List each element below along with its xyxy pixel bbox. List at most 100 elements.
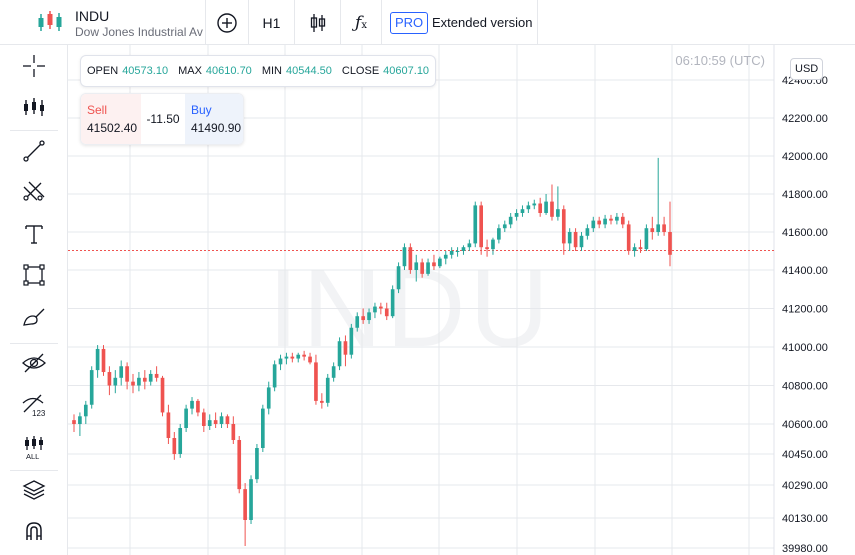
- candle-body: [314, 362, 318, 401]
- price-axis-label: 40290.00: [782, 480, 828, 492]
- hide-all-icon: ALL: [25, 436, 43, 460]
- candle-body: [520, 209, 525, 213]
- toolbar-divider: [340, 0, 341, 45]
- sell-button[interactable]: Sell 41502.40: [81, 94, 141, 144]
- price-chart[interactable]: 42400.0042200.0042000.0041800.0041600.00…: [68, 45, 855, 555]
- candle-body: [514, 213, 519, 217]
- candle-body: [219, 416, 224, 424]
- candle-body: [101, 348, 106, 373]
- buy-price: 41490.90: [191, 121, 242, 135]
- toolbar-divider: [10, 130, 58, 131]
- open-label: OPEN: [87, 65, 119, 77]
- candle-body: [615, 216, 619, 221]
- function-icon: ƒx: [355, 12, 367, 33]
- candle-body: [142, 377, 147, 382]
- candle-body: [426, 262, 430, 274]
- max-label: MAX: [178, 65, 202, 77]
- candle-body: [83, 404, 88, 417]
- candle-body: [272, 364, 277, 388]
- add-symbol-button[interactable]: [206, 0, 248, 45]
- currency-button[interactable]: USD: [790, 58, 824, 80]
- price-axis-label: 40450.00: [782, 449, 828, 461]
- min-value: 40544.50: [285, 65, 332, 77]
- candle-body: [579, 235, 584, 248]
- hide-drawings-icon: [22, 353, 46, 373]
- candle-body: [331, 366, 336, 378]
- buy-button[interactable]: Buy 41490.90: [185, 94, 243, 144]
- candle-body: [78, 416, 82, 424]
- toolbar-divider: [294, 0, 295, 45]
- candle-body: [390, 289, 395, 317]
- candle-body: [532, 203, 537, 206]
- plus-circle-icon: [217, 12, 237, 33]
- trade-panel: Sell 41502.40 -11.50 Buy 41490.90: [80, 93, 244, 145]
- rectangle-tool[interactable]: [0, 256, 68, 294]
- candle-body: [485, 247, 489, 250]
- timeframe-button[interactable]: H1: [262, 14, 281, 31]
- candle-body: [349, 327, 354, 355]
- candle-body: [626, 224, 631, 251]
- candle-body: [125, 366, 129, 382]
- candle-body: [290, 356, 295, 359]
- candle-body: [556, 209, 560, 217]
- candle-body: [361, 316, 365, 321]
- price-axis-label: 40800.00: [782, 381, 828, 393]
- candle-body: [473, 205, 478, 244]
- crosshair-tool[interactable]: [0, 47, 68, 85]
- pro-badge[interactable]: PRO: [390, 12, 429, 34]
- close-value: 40607.10: [383, 65, 430, 77]
- layers-tool[interactable]: [0, 471, 68, 509]
- candle-body: [508, 216, 513, 225]
- chart-area[interactable]: INDU 42400.00 42200.00 42000.00 41800.00 416…: [68, 45, 855, 555]
- candle-body: [72, 420, 76, 424]
- candle-body: [662, 224, 666, 232]
- trend-line-tool[interactable]: [0, 132, 68, 170]
- hide-all-tool[interactable]: ALL: [0, 428, 68, 466]
- brush-tool[interactable]: [0, 298, 68, 336]
- chart-type-button[interactable]: [295, 0, 340, 45]
- candle-body: [497, 228, 501, 240]
- close-label: CLOSE: [341, 65, 380, 77]
- price-axis-label: 40130.00: [782, 513, 828, 525]
- chart-type-tool[interactable]: [0, 88, 68, 126]
- text-tool[interactable]: [0, 215, 68, 253]
- candle-body: [479, 205, 483, 248]
- indicators-button[interactable]: ƒx: [341, 0, 381, 45]
- candle-body: [597, 220, 602, 225]
- candle-body: [656, 224, 661, 232]
- candle-body: [266, 387, 271, 409]
- candle-body: [196, 400, 200, 413]
- symbol-description[interactable]: Dow Jones Industrial Average: [75, 25, 203, 39]
- candle-body: [550, 201, 554, 217]
- open-value: 40573.10: [122, 65, 169, 77]
- hide-indicators-tool[interactable]: 123: [0, 386, 68, 424]
- toolbar-divider: [10, 470, 58, 471]
- candle-body: [367, 312, 371, 321]
- rectangle-tool-icon: [23, 264, 45, 286]
- symbol-name[interactable]: INDU: [75, 8, 110, 24]
- candle-body: [544, 201, 548, 213]
- candle-body: [343, 341, 348, 355]
- candle-body: [591, 220, 596, 229]
- magnet-tool[interactable]: [0, 512, 68, 550]
- candle-body: [396, 266, 401, 290]
- spread: -11.50: [141, 94, 185, 144]
- candle-body: [308, 356, 312, 363]
- candle-body: [325, 377, 330, 403]
- drawing-toolbar: 123 ALL: [0, 45, 68, 555]
- extended-version-link[interactable]: Extended version: [432, 15, 533, 30]
- candle-body: [355, 316, 360, 328]
- candle-body: [609, 218, 613, 221]
- toolbar-divider: [381, 0, 382, 45]
- candle-body: [237, 440, 242, 490]
- fib-tool[interactable]: [0, 173, 68, 211]
- candle-body: [603, 218, 607, 225]
- server-time: 06:10:59 (UTC): [675, 53, 765, 68]
- candle-body: [184, 408, 188, 428]
- hide-drawings-tool[interactable]: [0, 344, 68, 382]
- candle-body: [573, 232, 578, 248]
- candle-body: [207, 420, 212, 426]
- chart-type-icon: [24, 98, 44, 116]
- candle-body: [119, 366, 124, 378]
- price-axis-label: 41200.00: [782, 304, 828, 316]
